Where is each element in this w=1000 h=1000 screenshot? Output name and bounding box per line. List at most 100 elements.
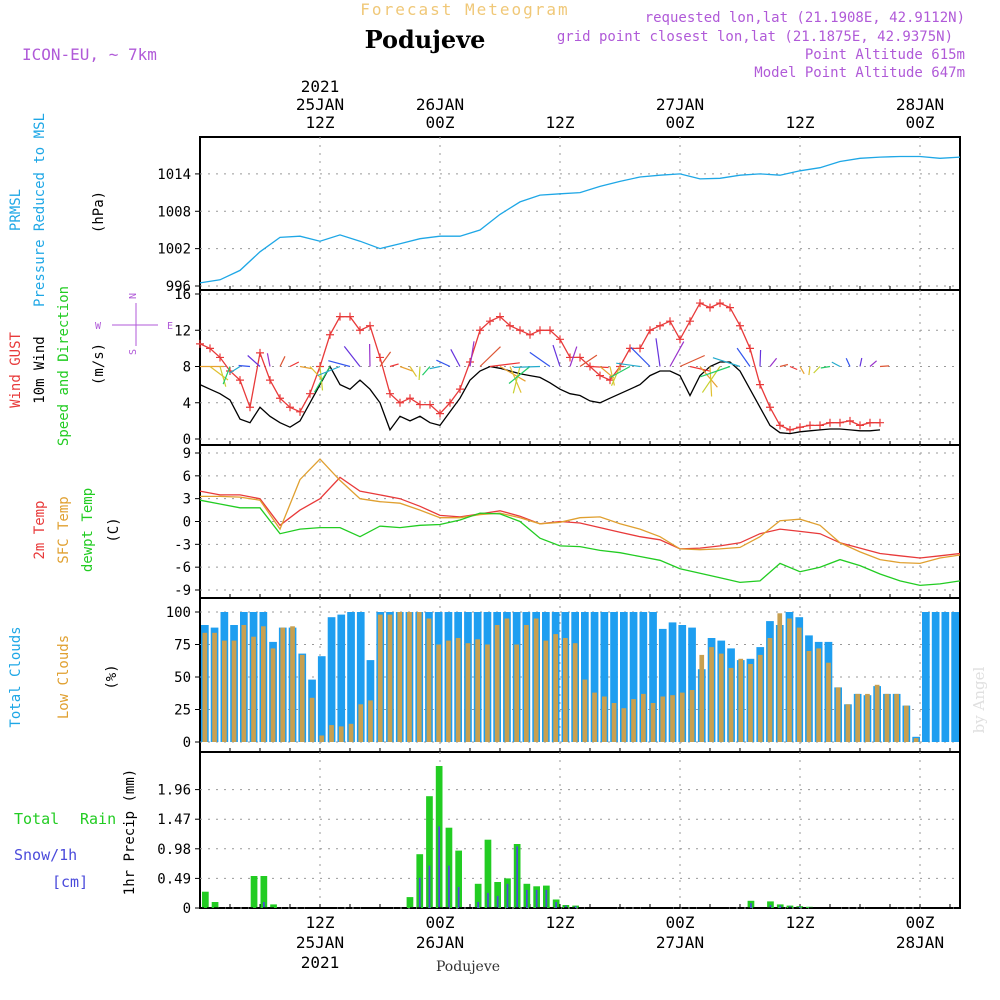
low-cloud-bar <box>806 651 812 742</box>
gust-marker <box>486 317 494 326</box>
wind-arrow <box>409 366 418 377</box>
compass-e: E <box>167 321 173 332</box>
wind-arrow <box>700 365 731 378</box>
y-tick-label: 0 <box>183 901 191 917</box>
y-tick-label: 50 <box>174 670 191 686</box>
top-time-label: 28JAN <box>896 95 944 114</box>
gust-marker <box>216 353 224 362</box>
gust-marker <box>816 421 824 430</box>
low-cloud-bar <box>670 695 675 742</box>
gust-marker <box>436 409 444 418</box>
panel-frame <box>199 751 961 909</box>
low-cloud-bar <box>621 708 627 742</box>
y-tick-label: 0 <box>183 432 191 448</box>
y-tick-label: 0.98 <box>157 842 191 858</box>
wind-arrow <box>579 354 598 367</box>
low-cloud-bar <box>514 644 519 742</box>
gust-marker <box>706 303 714 312</box>
snow-bar <box>506 883 509 908</box>
y-tick-label: 9 <box>183 446 191 462</box>
compass-rose: N S W E <box>95 293 173 355</box>
rain-bar <box>211 902 219 908</box>
low-cloud-bar <box>699 654 705 742</box>
gust-marker <box>596 371 604 380</box>
total-cloud-bar <box>337 614 346 742</box>
y-tick-label: 3 <box>183 492 191 508</box>
low-cloud-bar <box>894 693 899 742</box>
low-cloud-bar <box>397 612 403 742</box>
snow-bar <box>535 889 538 908</box>
low-cloud-bar <box>592 692 597 742</box>
snow-bar <box>545 889 548 908</box>
low-cloud-bar <box>787 618 792 742</box>
bottom-time-label: 00Z <box>426 913 455 932</box>
temp-unit: (C) <box>106 517 122 542</box>
low-cloud-bar <box>748 664 753 742</box>
y-tick-label: 4 <box>183 396 191 412</box>
wind-label-2: 10m Wind <box>32 336 48 403</box>
low-cloud-bar <box>718 653 724 742</box>
wind-unit: (m/s) <box>91 343 107 385</box>
top-time-label: 12Z <box>546 113 575 132</box>
low-cloud-bar <box>738 658 744 742</box>
low-cloud-bar <box>904 705 909 742</box>
low-cloud-bar <box>777 613 783 742</box>
low-cloud-bar <box>261 626 266 742</box>
y-tick-label: 0 <box>183 515 191 531</box>
snow-bar <box>574 906 577 908</box>
wind-arrow <box>655 338 661 367</box>
low-cloud-bar <box>329 725 334 742</box>
wind-arrow <box>712 357 741 368</box>
gust-marker <box>296 407 304 416</box>
wind-arrow <box>879 365 890 368</box>
pressure-unit: (hPa) <box>91 191 107 233</box>
wind-arrow <box>436 359 451 368</box>
wind-arrow <box>266 353 271 367</box>
precip-label-2: Rain <box>80 810 116 828</box>
location-title: Podujeve <box>365 25 486 54</box>
low-cloud-bar <box>728 667 734 742</box>
wind-arrow <box>513 365 541 368</box>
wind-arrow <box>450 349 461 367</box>
snow-bar <box>789 906 791 908</box>
gust-marker <box>516 326 524 335</box>
y-tick-label: -9 <box>174 583 191 599</box>
total-cloud-bar <box>931 612 940 742</box>
wind-arrow <box>389 363 399 368</box>
rain-bar <box>494 882 501 908</box>
low-cloud-bar <box>202 632 208 742</box>
bottom-time-label: 00Z <box>666 913 695 932</box>
wind-arrow <box>709 366 713 397</box>
wind-arrow <box>289 361 300 368</box>
point-altitude: Point Altitude 615m <box>805 47 965 63</box>
rain-bar <box>426 796 433 908</box>
temp-sfc-line <box>200 458 961 565</box>
gust-marker <box>366 321 374 330</box>
low-cloud-bar <box>611 703 617 742</box>
gust-marker <box>326 330 334 339</box>
low-cloud-bar <box>299 654 305 742</box>
low-cloud-bar <box>543 640 549 742</box>
precip-label-4: [cm] <box>52 873 88 891</box>
rain-bar <box>484 839 492 908</box>
snow-bar <box>779 905 782 908</box>
wind-arrow <box>808 366 811 376</box>
snow-bar <box>565 905 567 908</box>
total-cloud-bar <box>941 612 950 742</box>
gust-marker <box>686 317 694 326</box>
bottom-time-label: 26JAN <box>416 933 464 952</box>
gust-marker <box>406 394 414 403</box>
gust-marker <box>826 418 834 427</box>
wind-arrow <box>779 363 789 368</box>
gust-marker <box>866 418 874 427</box>
wind-arrow <box>529 351 551 367</box>
total-cloud-bar <box>347 612 355 742</box>
gust-marker <box>416 400 424 409</box>
clouds-unit: (%) <box>104 664 120 689</box>
top-time-label: 26JAN <box>416 95 464 114</box>
y-tick-label: 8 <box>183 360 191 376</box>
bottom-time-label: 12Z <box>786 913 815 932</box>
low-cloud-bar <box>358 704 364 742</box>
gust-marker <box>396 398 404 407</box>
snow-bar <box>457 886 460 908</box>
